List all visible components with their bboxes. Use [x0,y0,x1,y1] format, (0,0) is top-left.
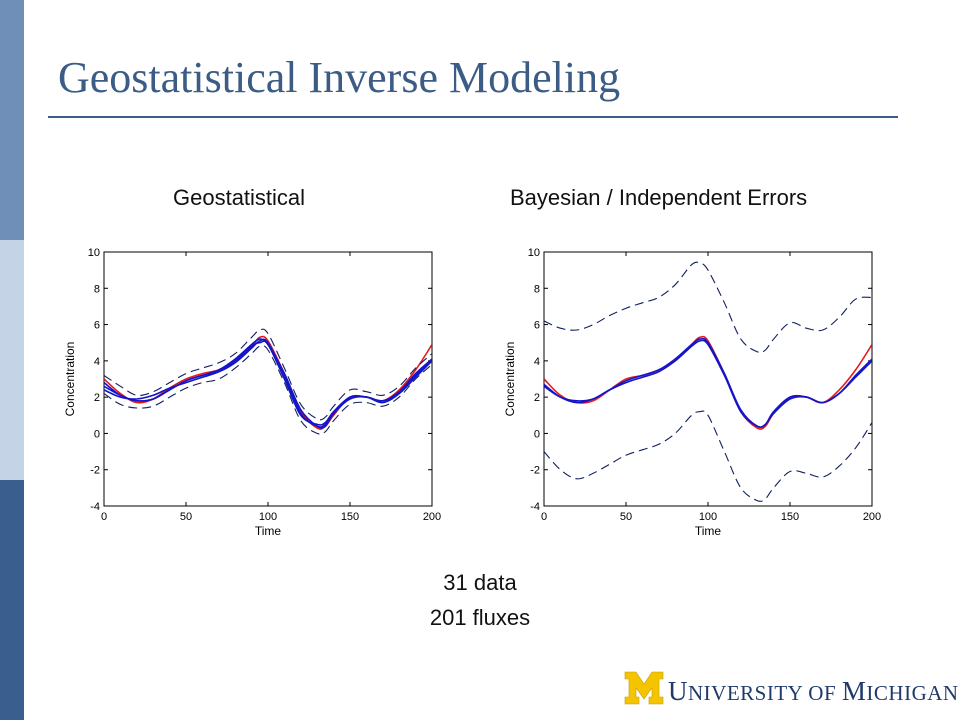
x-tick-label: 0 [541,511,547,523]
y-tick-label: 4 [94,356,100,368]
series-group [104,328,432,435]
slide-title: Geostatistical Inverse Modeling [58,53,621,102]
y-tick-label: -2 [90,465,100,477]
chart-title-bayesian: Bayesian / Independent Errors [510,185,808,210]
x-tick-label: 100 [699,511,717,523]
wordmark-initial-m: M [841,676,867,706]
title-divider [48,116,898,118]
y-tick-label: 10 [88,247,100,259]
plot-frame [103,251,433,507]
wordmark-rest-1: NIVERSITY OF [688,681,842,705]
x-tick-label: 0 [101,511,107,523]
x-axis-label: Time [695,524,722,538]
university-wordmark: UNIVERSITY OF MICHIGAN [668,676,959,707]
sidebar-stripe-middle [0,240,24,480]
x-tick-label: 200 [423,511,441,523]
y-tick-label: 0 [534,428,540,440]
y-tick-label: -4 [90,501,100,513]
y-axis-label: Concentration [503,342,517,417]
x-tick-label: 100 [259,511,277,523]
y-tick-label: 4 [534,356,540,368]
caption-flux-count: 201 fluxes [429,605,531,630]
y-tick-label: -4 [530,501,540,513]
y-tick-label: 2 [534,392,540,404]
caption-data-count: 31 data [443,570,517,595]
y-axis-label: Concentration [63,342,77,417]
x-tick-label: 50 [180,511,192,523]
y-tick-label: -2 [530,465,540,477]
y-tick-label: 6 [94,320,100,332]
y-tick-label: 10 [528,247,540,259]
sidebar-stripe-bottom [0,480,24,720]
confidence-bound-line-4 [544,410,872,502]
confidence-bound-line-3 [544,261,872,354]
confidence-bound-line-5 [104,345,432,435]
estimate-line-2 [544,339,872,428]
x-tick-label: 200 [863,511,881,523]
y-tick-label: 8 [94,283,100,295]
confidence-bound-line-4 [104,328,432,421]
sidebar-stripe-top [0,0,24,240]
series-group [544,261,872,502]
plot-frame [543,251,873,507]
x-tick-label: 150 [341,511,359,523]
x-tick-label: 150 [781,511,799,523]
x-tick-label: 50 [620,511,632,523]
y-tick-label: 6 [534,320,540,332]
wordmark-rest-2: ICHIGAN [866,681,959,705]
block-m-icon [624,671,664,705]
estimate-line-3 [104,338,432,429]
x-axis-label: Time [255,524,282,538]
wordmark-initial-u: U [668,676,688,706]
y-tick-label: 2 [94,392,100,404]
y-tick-label: 8 [534,283,540,295]
chart-title-geostatistical: Geostatistical [173,185,306,210]
y-tick-label: 0 [94,428,100,440]
